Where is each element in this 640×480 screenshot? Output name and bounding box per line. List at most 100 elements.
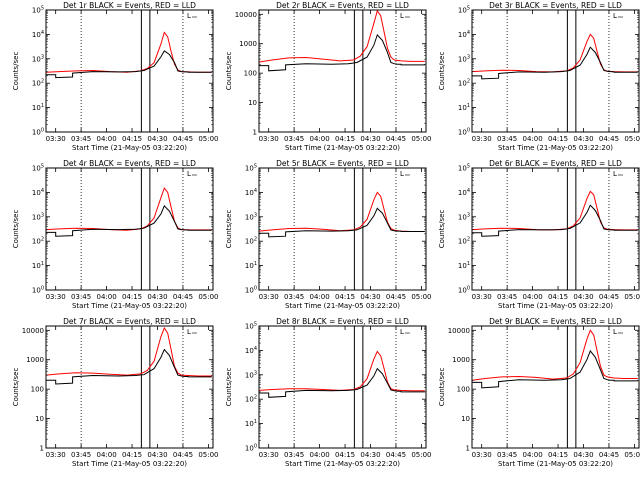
y-tick-label: 105 <box>32 164 44 173</box>
plot-area: L <box>259 10 425 132</box>
y-axis-label: Counts/sec <box>438 52 446 91</box>
x-tick-label: 03:30 <box>472 135 492 143</box>
x-tick-label: 04:30 <box>573 135 593 143</box>
x-tick-label: 05:00 <box>198 293 218 301</box>
chart-title: Det 9r BLACK = Events, RED = LLD <box>489 317 622 326</box>
x-tick-label: 04:00 <box>96 293 116 301</box>
x-tick-label: 04:45 <box>599 135 619 143</box>
y-tick-label: 10 <box>461 415 470 423</box>
x-tick-label: 05:00 <box>198 135 218 143</box>
y-tick-label: 102 <box>245 237 257 246</box>
x-tick-label: 04:30 <box>573 451 593 459</box>
y-tick-label: 104 <box>245 346 257 355</box>
plot-area: L <box>259 326 425 448</box>
y-tick-label: 102 <box>32 79 44 88</box>
x-tick-label: 04:45 <box>386 135 406 143</box>
x-axis-label: Start Time (21-May-05 03:22:20) <box>72 460 187 468</box>
series-events <box>472 46 638 80</box>
x-tick-label: 04:45 <box>173 293 193 301</box>
x-tick-label: 04:00 <box>522 293 542 301</box>
x-axis-label: Start Time (21-May-05 03:22:20) <box>72 144 187 152</box>
y-tick-label: 1 <box>466 445 470 453</box>
x-tick-label: 03:45 <box>497 135 517 143</box>
series-lld <box>259 10 425 63</box>
y-tick-label: 1 <box>253 129 257 137</box>
x-tick-label: 04:00 <box>309 135 329 143</box>
x-tick-label: 03:45 <box>497 293 517 301</box>
x-tick-label: 05:00 <box>198 451 218 459</box>
x-tick-label: 04:30 <box>147 135 167 143</box>
y-tick-label: 103 <box>245 212 257 221</box>
x-tick-label: 04:15 <box>335 451 355 459</box>
x-tick-label: 03:30 <box>46 293 66 301</box>
x-tick-label: 04:00 <box>96 451 116 459</box>
series-lld <box>46 187 212 231</box>
x-tick-label: 03:45 <box>71 293 91 301</box>
x-tick-label: 04:15 <box>122 135 142 143</box>
y-tick-label: 10 <box>248 99 257 107</box>
x-tick-label: 04:30 <box>360 451 380 459</box>
x-tick-label: 04:30 <box>573 293 593 301</box>
y-tick-label: 100 <box>245 444 257 453</box>
x-axis-label: Start Time (21-May-05 03:22:20) <box>285 144 400 152</box>
plot-frame <box>258 9 427 133</box>
x-tick-label: 05:00 <box>624 451 640 459</box>
x-tick-label: 03:30 <box>259 293 279 301</box>
x-axis-label: Start Time (21-May-05 03:22:20) <box>285 460 400 468</box>
x-tick-label: 03:30 <box>46 451 66 459</box>
x-tick-label: 04:45 <box>386 451 406 459</box>
chart-panel-8: Det 8r BLACK = Events, RED = LLD L 03:30 03… <box>225 317 432 468</box>
y-tick-label: 1000 <box>239 40 257 48</box>
y-tick-label: 102 <box>458 237 470 246</box>
series-events <box>472 204 638 237</box>
y-axis-label: Counts/sec <box>225 368 233 407</box>
plot-frame <box>471 167 640 291</box>
x-tick-label: 04:15 <box>548 293 568 301</box>
legend-marker: L <box>613 328 617 336</box>
y-tick-label: 102 <box>32 237 44 246</box>
legend-marker: L <box>187 12 191 20</box>
y-tick-label: 101 <box>245 419 257 428</box>
x-tick-label: 04:15 <box>122 451 142 459</box>
y-tick-label: 101 <box>32 103 44 112</box>
x-tick-label: 05:00 <box>624 135 640 143</box>
x-tick-label: 03:30 <box>46 135 66 143</box>
x-tick-label: 04:15 <box>335 293 355 301</box>
y-tick-label: 105 <box>458 6 470 15</box>
series-lld <box>472 190 638 231</box>
y-tick-label: 104 <box>458 30 470 39</box>
y-tick-label: 1 <box>40 445 44 453</box>
x-tick-label: 04:45 <box>386 293 406 301</box>
legend-marker: L <box>187 170 191 178</box>
plot-area: L <box>259 168 425 290</box>
x-tick-label: 04:00 <box>96 135 116 143</box>
x-tick-label: 04:30 <box>147 451 167 459</box>
y-tick-label: 100 <box>32 128 44 137</box>
y-tick-label: 1000 <box>452 356 470 364</box>
y-axis-label: Counts/sec <box>12 210 20 249</box>
x-tick-label: 04:00 <box>522 135 542 143</box>
series-lld <box>259 350 425 392</box>
chart-title: Det 4r BLACK = Events, RED = LLD <box>63 159 196 168</box>
series-events <box>46 348 212 385</box>
x-tick-label: 04:15 <box>122 293 142 301</box>
legend-marker: L <box>400 328 404 336</box>
x-tick-label: 05:00 <box>411 451 431 459</box>
x-axis-label: Start Time (21-May-05 03:22:20) <box>498 144 613 152</box>
chart-panel-9: Det 9r BLACK = Events, RED = LLD L 03:30 03… <box>438 317 640 468</box>
chart-panel-2: Det 2r BLACK = Events, RED = LLD L 03:30 03… <box>225 1 432 152</box>
x-tick-label: 04:15 <box>335 135 355 143</box>
legend-marker: L <box>187 328 191 336</box>
series-events <box>259 33 425 72</box>
x-tick-label: 04:15 <box>548 135 568 143</box>
plot-frame <box>45 167 214 291</box>
series-events <box>259 367 425 398</box>
legend-marker: L <box>613 12 617 20</box>
y-tick-label: 101 <box>458 103 470 112</box>
x-tick-label: 03:45 <box>71 135 91 143</box>
y-tick-label: 100 <box>458 128 470 137</box>
chart-title: Det 8r BLACK = Events, RED = LLD <box>276 317 409 326</box>
y-tick-label: 10 <box>35 415 44 423</box>
plot-frame <box>471 9 640 133</box>
chart-panel-4: Det 4r BLACK = Events, RED = LLD L 03:30 03… <box>12 159 219 310</box>
